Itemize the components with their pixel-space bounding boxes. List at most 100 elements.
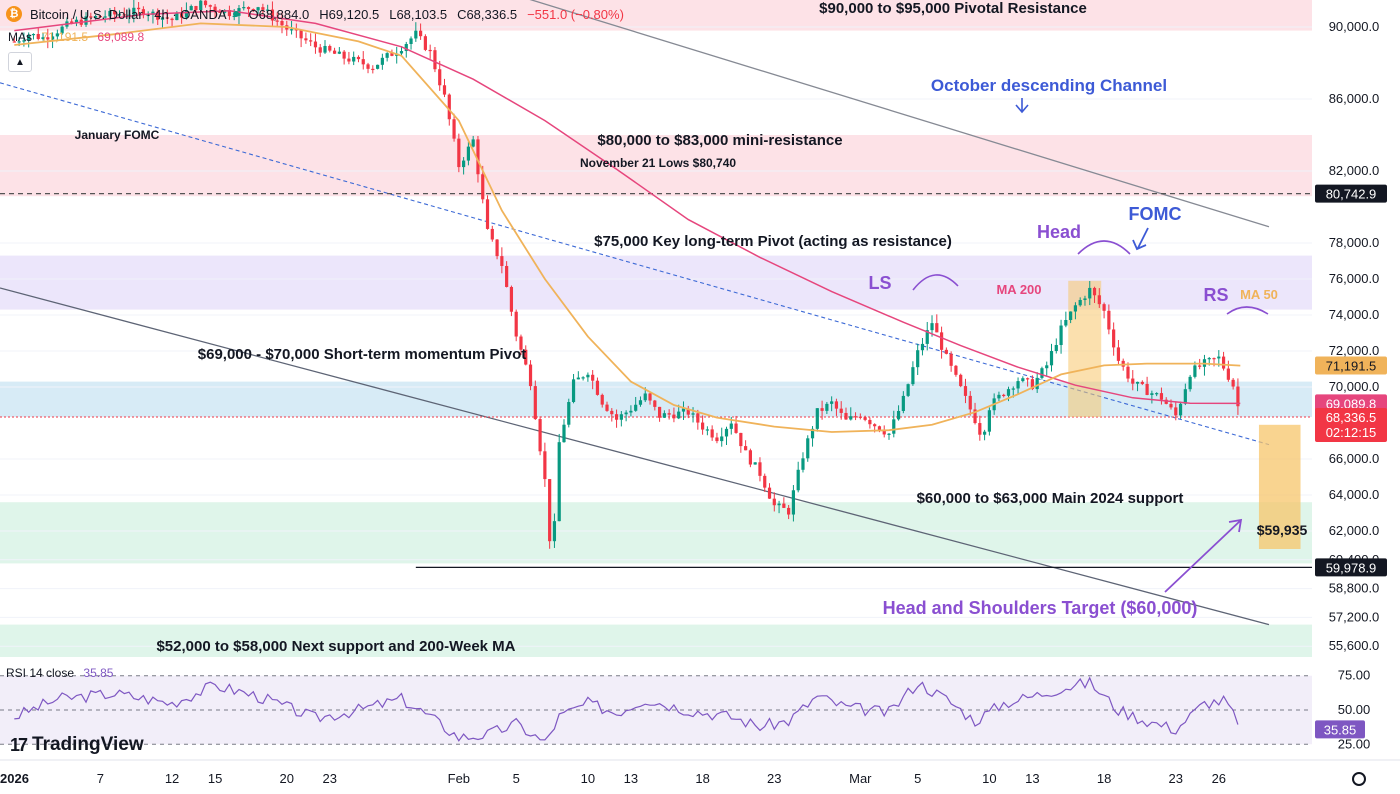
candle-body [1155,393,1159,395]
candle-body [500,256,504,266]
candle-body [939,332,944,350]
nov21-lows-label: November 21 Lows $80,740 [580,156,736,170]
candle-body [122,14,126,16]
candle-body [882,430,886,435]
candle-body [380,57,384,65]
candle-body [1073,305,1078,312]
candle-body [1131,378,1135,384]
candle-body [462,160,466,168]
candle-body [180,13,184,18]
candle-body [242,7,246,9]
candle-body [1059,325,1063,346]
candle-body [1217,356,1221,359]
candle-body [103,16,107,18]
candle-body [476,139,480,175]
x-tick-label: 10 [581,771,595,786]
candle-body [328,45,332,51]
candle-body [734,423,738,433]
ma50-label: MA 50 [1240,287,1278,302]
rsi-tick-label: 75.00 [1338,668,1371,683]
candle-body [505,265,509,287]
candle-body [1002,394,1006,397]
low-price-badge: 59,978.9 [1326,560,1377,575]
ma-legend[interactable]: MAs 71,191.5 69,089.8 [8,30,144,44]
candle-body [657,406,662,418]
collapse-legend-button[interactable]: ▲ [8,52,32,72]
candle-body [438,69,442,86]
tradingview-logo[interactable]: 17 TradingView [10,734,144,756]
x-tick-label: 26 [1212,771,1226,786]
candle-body [763,475,767,488]
candle-body [911,367,915,385]
candle-body [452,119,456,139]
countdown-badge: 02:12:15 [1326,425,1377,440]
january-fomc-label: January FOMC [75,128,160,142]
candle-body [1169,403,1173,408]
candle-body [791,490,796,515]
candle-body [600,394,604,405]
candle-body [117,14,122,16]
candle-body [17,41,21,43]
x-tick-label: 23 [767,771,781,786]
candle-body [1116,347,1121,361]
rs-label: RS [1203,285,1228,305]
candle-body [1054,345,1058,352]
candle-body [686,408,690,415]
candle-body [495,239,499,257]
candle-body [1088,287,1092,299]
candle-body [74,19,79,23]
candle-body [701,422,705,430]
candle-body [1159,393,1164,400]
candle-body [810,428,815,439]
candle-body [834,401,839,409]
candle-body [758,462,762,476]
candle-body [60,26,64,34]
candle-body [98,16,102,18]
candle-body [356,56,361,60]
x-tick-label: 18 [1097,771,1111,786]
candle-body [610,410,614,415]
y-tick-label: 74,000.0 [1329,307,1380,322]
tradingview-wordmark: TradingView [32,734,144,755]
dashed-trendline [0,82,1270,446]
ohlc-close: C68,336.5 [457,6,518,22]
candle-body [528,364,533,387]
candle-body [1164,399,1168,404]
candle-body [361,59,365,65]
symbol-title[interactable]: Bitcoin / U.S. Dollar · 4h · OANDA [30,6,227,22]
candle-body [1231,379,1235,387]
y-tick-label: 57,200.0 [1329,609,1380,624]
candle-body [825,403,829,411]
candle-body [896,410,901,420]
ohlc-open: O68,884.0 [248,6,310,22]
symbol-header[interactable]: ₿ Bitcoin / U.S. Dollar · 4h · OANDA O68… [0,4,624,24]
candle-body [681,408,686,412]
candle-body [777,503,781,506]
candle-body [906,384,910,396]
x-tick-label: 2026 [0,771,29,786]
ma200-label: MA 200 [996,282,1041,297]
candle-body [562,424,566,443]
candle-body [203,0,208,6]
candle-body [366,64,370,69]
candle-body [194,6,198,11]
rsi-legend[interactable]: RSI 14 close 35.85 [6,666,113,680]
candle-body [576,377,580,380]
gear-icon[interactable] [1352,772,1366,786]
october-channel-lower-line [0,287,1270,626]
x-tick-label: 15 [208,771,222,786]
candle-body [1102,304,1106,311]
candle-body [55,33,59,37]
candle-body [806,438,810,459]
candle-body [567,402,571,425]
candle-body [227,9,232,17]
candle-body [662,413,666,418]
low-price-badge-bg [1315,558,1387,577]
candle-body [46,37,50,40]
head-arc [1077,240,1131,255]
candle-body [586,374,590,378]
candle-body [428,49,432,52]
candle-body [1145,383,1149,395]
x-tick-label: Feb [448,771,470,786]
